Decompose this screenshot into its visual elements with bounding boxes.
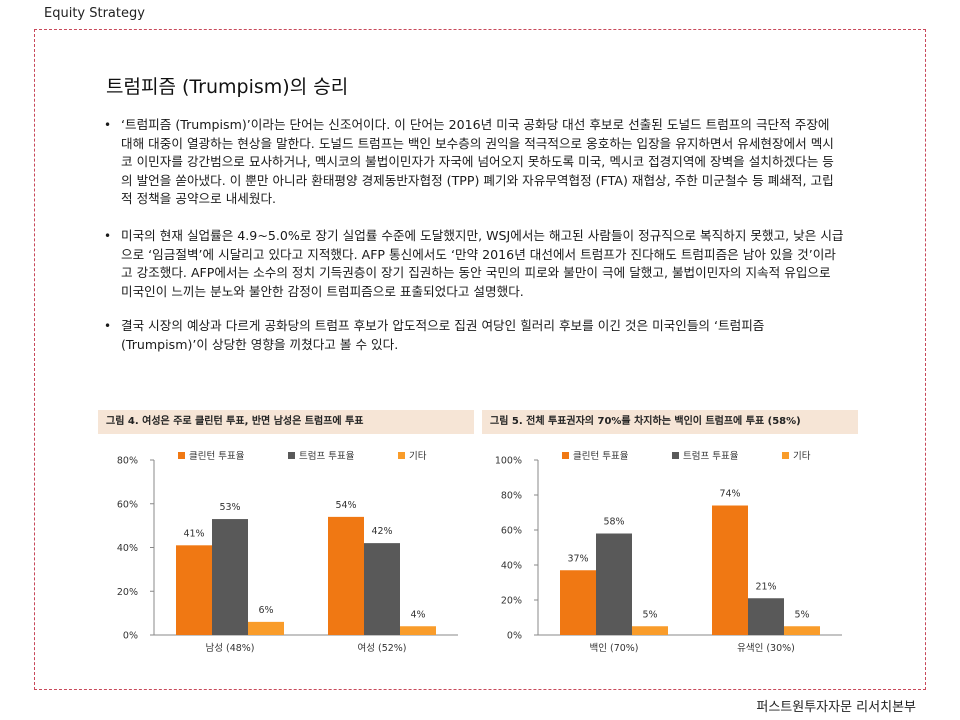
bar — [364, 543, 400, 635]
bar — [632, 626, 668, 635]
legend-label: 클린턴 투표율 — [573, 451, 629, 462]
data-label: 37% — [567, 553, 588, 564]
data-label: 58% — [603, 517, 624, 528]
legend-label: 클린턴 투표율 — [189, 451, 245, 462]
y-tick-label: 80% — [117, 456, 138, 467]
legend-swatch — [398, 452, 405, 459]
bar — [328, 516, 364, 635]
y-tick-label: 0% — [507, 631, 522, 642]
bullet-item: ‘트럼피즘 (Trumpism)’이라는 단어는 신조어이다. 이 단어는 20… — [104, 116, 844, 209]
bar-chart: 0% 20% 40% 60% 80% 클린턴 투표율 트럼프 투표율 기타 41% 53% 6% 남성… — [117, 450, 458, 654]
y-tick-label: 0% — [123, 631, 138, 642]
y-tick-label: 100% — [495, 456, 522, 467]
data-label: 21% — [755, 581, 776, 592]
x-tick-label: 백인 (70%) — [589, 643, 638, 654]
bar — [596, 533, 632, 635]
data-label: 6% — [258, 605, 273, 616]
data-label: 53% — [219, 502, 240, 513]
data-label: 74% — [719, 489, 740, 500]
bar-chart: 0% 20% 40% 60% 80% 100% 클린턴 투표율 트럼프 투표율 기타 37% 58%… — [495, 450, 842, 654]
footer-label: 퍼스트원투자자문 리서치본부 — [756, 700, 916, 715]
data-label: 41% — [183, 528, 204, 539]
data-label: 42% — [371, 526, 392, 537]
y-tick-label: 60% — [501, 526, 522, 537]
chart-gender-vote: 0% 20% 40% 60% 80% 클린턴 투표율 트럼프 투표율 기타 41% 53% 6% 남성… — [98, 440, 474, 662]
bar — [748, 598, 784, 635]
page-frame — [34, 29, 926, 690]
bar — [400, 626, 436, 635]
legend-swatch — [288, 452, 295, 459]
figure-title: 그림 4. 여성은 주로 클린턴 투표, 반면 남성은 트럼프에 투표 — [98, 410, 474, 434]
bullet-list: ‘트럼피즘 (Trumpism)’이라는 단어는 신조어이다. 이 단어는 20… — [104, 116, 844, 355]
x-tick-label: 여성 (52%) — [357, 642, 406, 654]
bar — [248, 621, 284, 635]
data-label: 5% — [794, 609, 809, 620]
bar — [212, 519, 248, 635]
data-label: 5% — [642, 609, 657, 620]
legend-swatch — [782, 452, 789, 459]
bar — [176, 545, 212, 635]
legend-label: 트럼프 투표율 — [683, 450, 739, 462]
legend-swatch — [672, 452, 679, 459]
legend-swatch — [178, 452, 185, 459]
legend-label: 기타 — [409, 451, 427, 462]
section-label: Equity Strategy — [44, 6, 145, 21]
data-label: 4% — [410, 609, 425, 620]
chart-race-vote: 0% 20% 40% 60% 80% 100% 클린턴 투표율 트럼프 투표율 기타 37% 58%… — [482, 440, 858, 662]
y-tick-label: 40% — [501, 561, 522, 572]
legend-label: 기타 — [793, 451, 811, 462]
bar — [784, 626, 820, 635]
bullet-item: 결국 시장의 예상과 다르게 공화당의 트럼프 후보가 압도적으로 집권 여당인… — [104, 317, 844, 354]
bar — [712, 505, 748, 635]
bullet-item: 미국의 현재 실업률은 4.9~5.0%로 장기 실업률 수준에 도달했지만, … — [104, 227, 844, 301]
data-label: 54% — [335, 500, 356, 511]
legend-swatch — [562, 452, 569, 459]
bar — [560, 570, 596, 635]
y-tick-label: 20% — [117, 587, 138, 598]
figure-title: 그림 5. 전체 투표권자의 70%를 차지하는 백인이 트럼프에 투표 (58… — [482, 410, 858, 434]
y-tick-label: 80% — [501, 491, 522, 502]
y-tick-label: 20% — [501, 596, 522, 607]
y-tick-label: 40% — [117, 543, 138, 554]
legend-label: 트럼프 투표율 — [299, 450, 355, 462]
page-title: 트럼피즘 (Trumpism)의 승리 — [106, 76, 349, 98]
x-tick-label: 남성 (48%) — [205, 643, 254, 654]
y-tick-label: 60% — [117, 499, 138, 510]
x-tick-label: 유색인 (30%) — [737, 643, 795, 654]
